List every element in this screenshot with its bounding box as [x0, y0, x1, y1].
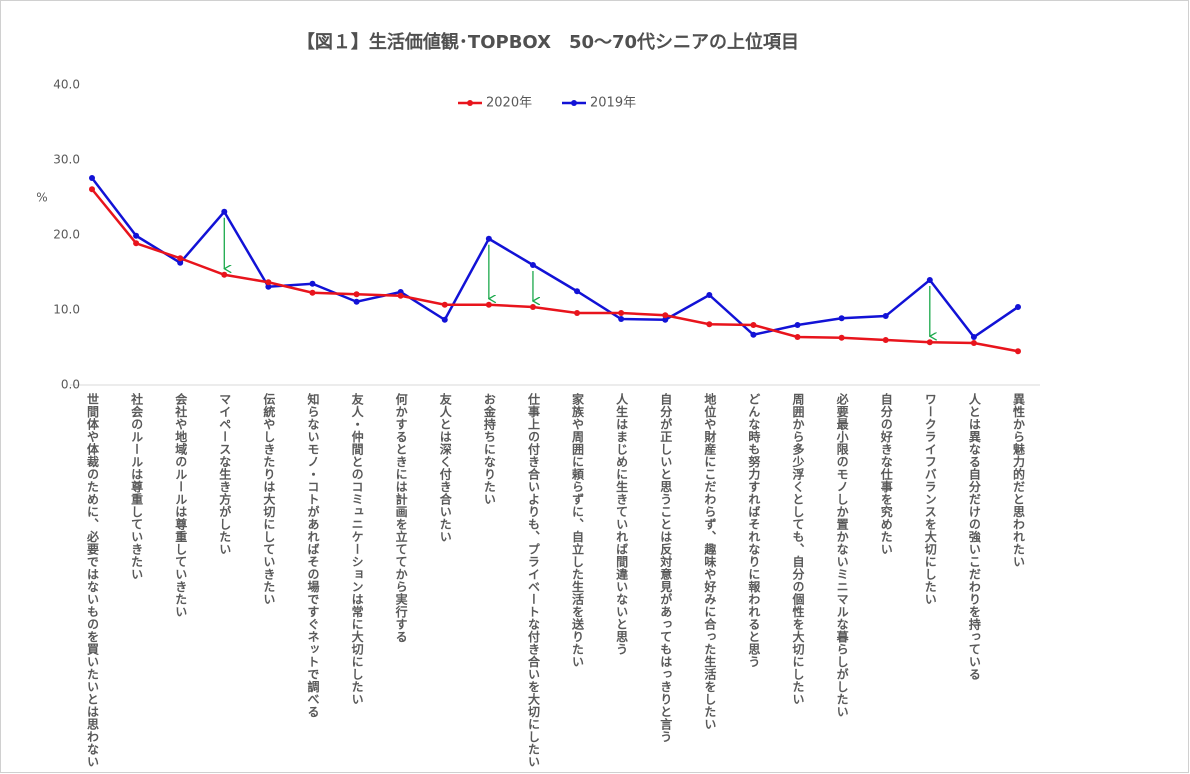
x-tick-label: マイペースな生き方がしたい — [218, 393, 232, 556]
data-point — [838, 315, 845, 322]
data-point — [662, 316, 669, 323]
data-point — [574, 288, 581, 295]
data-point — [221, 208, 228, 215]
x-tick-label: 社会のルールは尊重していきたい — [130, 392, 144, 581]
data-point — [1015, 348, 1021, 355]
chart-title: 【図１】生活価値観･TOPBOX 50～70代シニアの上位項目 — [297, 31, 799, 53]
x-tick-label: 自分の好きな仕事を究めたい — [879, 392, 893, 556]
x-tick-label: 伝統やしきたりは大切にしていきたい — [262, 392, 276, 606]
data-point — [89, 186, 95, 193]
y-tick-label: 10.0 — [53, 303, 80, 317]
data-point — [353, 291, 360, 298]
series-line — [91, 177, 1019, 339]
x-tick-label: 家族や周囲に頼らずに、自立した生活を送りたい — [571, 392, 585, 668]
data-point — [441, 301, 448, 308]
x-tick-label: 人とは異なる自分だけの強いこだわりを持っている — [967, 392, 981, 681]
x-tick-label: 自分が正しいと思うことは反対意見があってもはっきりと言う — [659, 392, 673, 743]
x-tick-label: 異性から魅力的だと思われたい — [1012, 393, 1026, 568]
x-tick-label: 世間体や体裁のために、必要ではないものを買いたいとは思わない — [86, 392, 100, 768]
data-point — [309, 289, 316, 296]
data-point — [882, 337, 889, 343]
data-point — [133, 232, 140, 239]
y-tick-label: 30.0 — [53, 153, 80, 167]
x-tick-label: 必要最小限のモノしか置かないミニマルな暮らしがしたい — [835, 392, 849, 718]
x-tick-label: 知らないモノ・コトがあればその場ですぐネットで調べる — [306, 392, 320, 718]
data-point — [706, 321, 713, 328]
data-point — [838, 334, 845, 341]
data-point — [309, 280, 316, 287]
series-line — [91, 188, 1019, 353]
data-point — [353, 298, 360, 305]
data-point — [397, 292, 404, 299]
data-point — [485, 235, 492, 242]
x-tick-label: 友人とは深く付き合いたい — [438, 392, 452, 543]
data-point — [485, 301, 492, 308]
data-point — [89, 175, 95, 181]
data-point — [529, 304, 536, 310]
x-tick-label: ワークライフバランスを大切にしたい — [923, 393, 937, 606]
x-tick-label: 仕事上の付き合いよりも、プライベートな付き合いを大切にしたい — [526, 392, 540, 768]
data-point — [662, 312, 669, 319]
x-tick-label: 何かするときには計画を立ててから実行する — [394, 392, 408, 643]
x-tick-label: 周囲から多少浮くとしても、自分の個性を大切にしたい — [791, 393, 805, 706]
y-tick-label: 0.0 — [61, 378, 80, 392]
data-point — [750, 331, 757, 338]
data-point — [1015, 304, 1021, 310]
data-point — [794, 334, 801, 340]
legend-label: 2019年 — [590, 96, 636, 111]
data-point — [177, 259, 184, 266]
y-tick-label: 40.0 — [53, 78, 80, 92]
data-point — [926, 339, 933, 346]
data-point — [529, 262, 536, 268]
x-tick-label: 地位や財産にこだわらず、趣味や好みに合った生活をしたい — [703, 392, 717, 731]
data-point — [750, 322, 757, 328]
y-tick-label: 20.0 — [53, 228, 80, 242]
data-point — [970, 340, 977, 346]
data-point — [794, 322, 801, 328]
y-axis-label: % — [36, 191, 47, 205]
data-point — [265, 283, 272, 290]
data-point — [221, 271, 228, 278]
data-point — [133, 240, 140, 247]
x-tick-label: 人生はまじめに生きていれば間違いないと思う — [615, 392, 629, 656]
data-point — [882, 313, 889, 319]
data-point — [177, 255, 184, 262]
x-tick-label: 会社や地域のルールは尊重していきたい — [174, 392, 188, 618]
data-point — [706, 292, 713, 298]
legend-marker — [467, 100, 473, 106]
legend-label: 2020年 — [486, 96, 532, 111]
data-point — [618, 316, 625, 322]
data-point — [574, 310, 581, 316]
data-point — [441, 316, 448, 323]
legend-marker — [571, 100, 577, 106]
x-tick-label: お金持ちになりたい — [482, 393, 496, 506]
data-point — [618, 310, 625, 316]
data-point — [926, 277, 933, 283]
x-tick-label: 友人・仲間とのコミュニケーションは常に大切にしたい — [350, 392, 364, 706]
data-point — [265, 279, 272, 286]
data-point — [970, 334, 977, 340]
x-tick-label: どんな時も努力すればそれなりに報われると思う — [747, 393, 761, 668]
